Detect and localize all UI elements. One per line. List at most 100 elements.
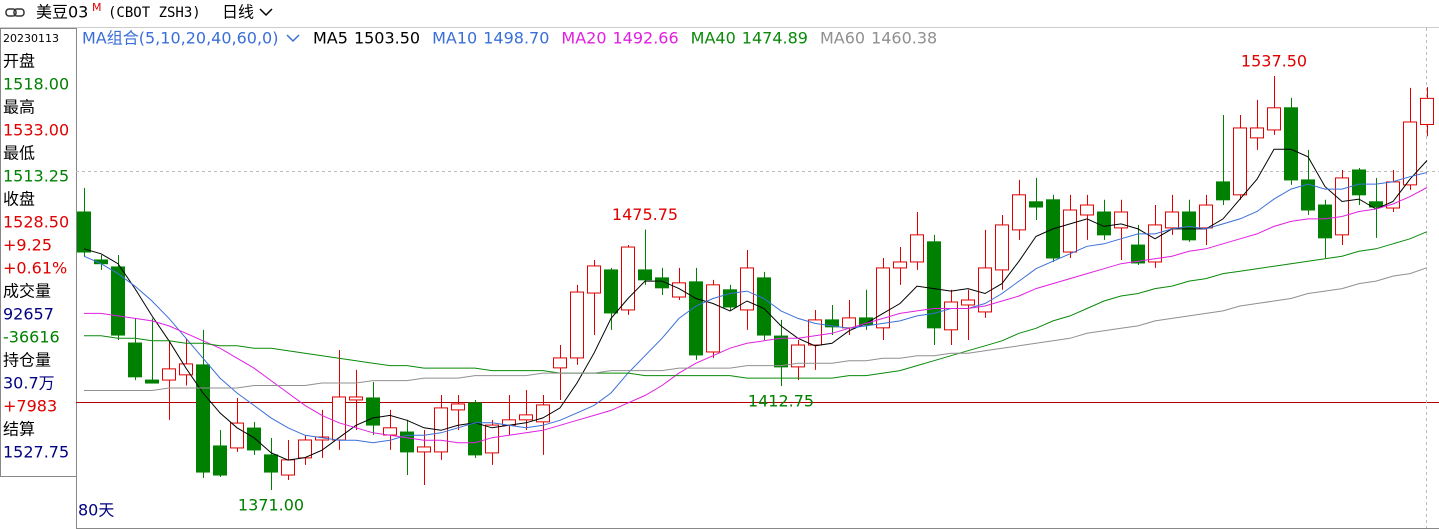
info-label: 持仓量	[3, 351, 51, 370]
ma-line	[83, 172, 1428, 444]
candle-body	[196, 364, 210, 473]
candle-body	[876, 267, 890, 329]
ma-dropdown[interactable]	[286, 34, 300, 43]
info-value: -36616	[3, 328, 60, 347]
candle-body	[1250, 127, 1264, 139]
candle-body	[1369, 201, 1383, 208]
candle-body	[349, 396, 363, 401]
candle-body	[587, 265, 601, 294]
info-label: 最高	[3, 98, 35, 117]
candle-body	[570, 291, 584, 359]
candle-body	[1335, 177, 1349, 236]
legend-name: MA20	[561, 29, 606, 48]
candle-body	[1097, 211, 1111, 236]
legend-name: MA60	[820, 29, 865, 48]
legend-name: MA40	[691, 29, 736, 48]
legend-value: 1492.66	[613, 29, 679, 48]
candle-body	[774, 335, 788, 368]
candle-body	[1199, 204, 1213, 229]
candle-body	[1403, 121, 1417, 186]
candle-body	[893, 261, 907, 269]
candle-body	[383, 427, 397, 436]
legend-value: 1474.89	[742, 29, 808, 48]
ma-line	[84, 267, 1428, 391]
candle-body	[1267, 107, 1281, 131]
info-value: 92657	[3, 305, 54, 324]
candle-body	[655, 277, 669, 289]
candle-body	[1216, 181, 1230, 201]
candle-body	[247, 427, 261, 451]
candle-body	[1420, 97, 1434, 125]
info-value: +7983	[3, 397, 57, 416]
candle-body	[366, 397, 380, 426]
candle-body	[1318, 204, 1332, 239]
high-label: 1537.50	[1241, 51, 1307, 70]
candle-body	[145, 379, 159, 384]
legend-name: MA10	[432, 29, 477, 48]
link-icon[interactable]	[5, 8, 25, 17]
info-label: 成交量	[3, 282, 51, 301]
candle-body	[1131, 244, 1145, 264]
candle-body	[332, 396, 346, 441]
candle-body	[553, 357, 567, 369]
candle-body	[961, 299, 975, 306]
candle-body	[740, 267, 754, 311]
candle-body	[689, 281, 703, 356]
info-value: 1527.75	[3, 443, 69, 462]
candle-body	[842, 317, 856, 329]
candle-body	[281, 459, 295, 476]
legend-value: 1503.50	[354, 29, 420, 48]
candle-body	[791, 344, 805, 368]
candles	[77, 75, 1434, 490]
info-label: 收盘	[3, 190, 35, 209]
high-label: 1475.75	[612, 205, 678, 224]
candle-body	[468, 402, 482, 456]
candle-body	[1165, 211, 1179, 229]
candle-body	[213, 445, 227, 476]
candle-body	[77, 211, 91, 253]
info-value: 1518.00	[3, 75, 69, 94]
candle-body	[536, 404, 550, 423]
candle-body	[128, 342, 142, 378]
info-label: 最低	[3, 144, 35, 163]
candle-body	[1148, 224, 1162, 263]
period[interactable]: 日线	[222, 3, 254, 22]
candle-body	[927, 241, 941, 329]
candle-body	[519, 414, 533, 421]
info-value: 1528.50	[3, 213, 69, 232]
title: 美豆03	[36, 3, 88, 22]
candle-body	[1301, 179, 1315, 211]
candle-body	[417, 446, 431, 453]
candle-body	[264, 454, 278, 473]
period-dropdown[interactable]	[259, 8, 273, 17]
candle-body	[162, 368, 176, 381]
candle-body	[485, 424, 499, 454]
candle-body	[451, 403, 465, 411]
candle-body	[179, 363, 193, 376]
info-value: +9.25	[3, 236, 52, 255]
legend-name: MA5	[313, 29, 348, 48]
info-value: +0.61%	[3, 259, 67, 278]
candle-body	[995, 224, 1009, 271]
legend-value: 1498.70	[483, 29, 549, 48]
info-date: 20230113	[3, 32, 59, 45]
ma-group[interactable]: MA组合(5,10,20,40,60,0)	[82, 29, 278, 48]
candle-body	[757, 277, 771, 336]
info-value: 1533.00	[3, 121, 69, 140]
info-value: 30.7万	[3, 374, 55, 393]
candle-body	[1063, 209, 1077, 253]
info-label: 结算	[3, 420, 35, 439]
candle-body	[808, 319, 822, 346]
candle-body	[944, 301, 958, 331]
ma-line	[84, 231, 1428, 379]
candle-body	[706, 284, 720, 353]
candle-body	[621, 246, 635, 311]
candle-body	[1012, 194, 1026, 231]
candle-body	[1352, 169, 1366, 196]
candle-body	[604, 269, 618, 314]
candle-body	[672, 282, 686, 298]
candle-body	[1284, 107, 1298, 181]
ma-line	[84, 187, 1428, 444]
